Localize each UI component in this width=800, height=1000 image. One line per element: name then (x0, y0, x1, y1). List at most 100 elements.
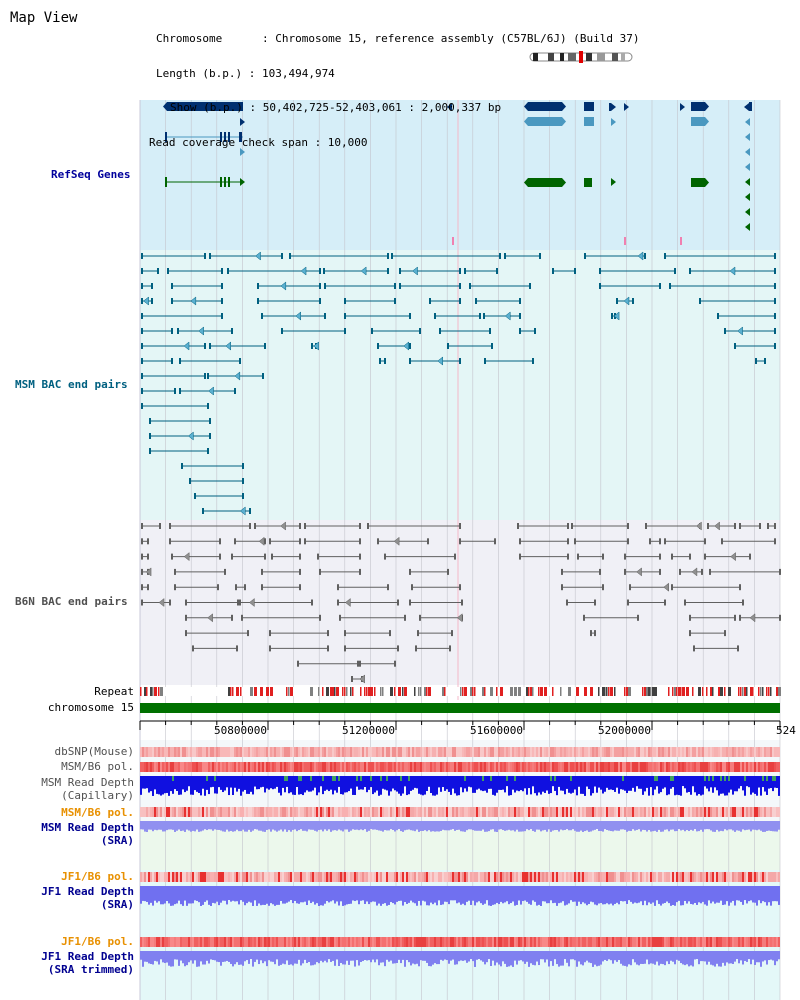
jf1-b6-pol-2-cell (326, 937, 328, 947)
bac-end (734, 614, 736, 621)
gene-row-6[interactable] (165, 177, 750, 187)
dbsnp-cell (714, 747, 716, 757)
msm-b6-pol-2-cell (456, 807, 458, 817)
msm-sra-depth-bar (370, 821, 372, 830)
jf1-trimmed-depth-bar (486, 951, 488, 963)
jf1-sra-depth-bar (378, 886, 380, 904)
jf1-sra-depth-bar (730, 886, 732, 903)
msm-b6-pol-2-cell (506, 807, 508, 817)
jf1-sra-depth-bar (198, 886, 200, 903)
jf1-sra-depth-bar (316, 886, 318, 904)
jf1-b6-pol-2-cell (458, 937, 460, 947)
dbsnp-cell (634, 747, 636, 757)
msm-capillary-depth-bar (146, 776, 148, 789)
msm-b6-pol-cell (222, 762, 224, 772)
jf1-sra-depth-bar (264, 886, 266, 905)
jf1-b6-pol-cell (636, 872, 638, 882)
jf1-trimmed-depth-bar (194, 951, 196, 961)
bac-end (141, 253, 143, 259)
msm-sra-depth-bar (484, 821, 486, 832)
jf1-sra-depth-bar (302, 886, 304, 903)
bac-end (689, 614, 691, 621)
dbsnp-cell (646, 747, 648, 757)
msm-sra-depth-bar (200, 821, 202, 832)
jf1-b6-pol-2-cell (472, 937, 474, 947)
jf1-sra-depth-bar (570, 886, 572, 901)
msm-sra-depth-bar (472, 821, 474, 831)
jf1-b6-pol-cell (614, 872, 616, 882)
msm-sra-depth-bar (428, 821, 430, 831)
gene-row-7[interactable] (745, 193, 750, 231)
bac-end (774, 253, 776, 259)
jf1-b6-pol-cell (370, 872, 372, 882)
msm-capillary-depth-bar (268, 776, 270, 790)
repeat-track[interactable] (140, 687, 781, 696)
msm-capillary-depth-bar (670, 776, 672, 789)
bac-end (427, 538, 429, 545)
jf1-b6-pol-2-cell (366, 937, 368, 947)
jf1-b6-pol-cell (266, 872, 268, 882)
bac-arrow (255, 251, 261, 261)
msm-b6-pol-cell (744, 762, 746, 772)
jf1-sra-depth-bar (266, 886, 268, 904)
jf1-trimmed-depth-bar (374, 951, 376, 963)
gene-row-3[interactable] (165, 132, 750, 142)
gene-row-2[interactable] (240, 117, 750, 126)
gene-row-4[interactable] (240, 148, 750, 156)
jf1-b6-pol-cell (768, 872, 770, 882)
msm-bac-label[interactable]: MSM BAC end pairs (15, 378, 128, 391)
gene-row-5[interactable] (745, 163, 750, 171)
jf1-sra-depth-bar (422, 886, 424, 901)
msm-capillary-depth-bar (696, 776, 698, 796)
msm-b6-pol-2-cell (660, 807, 662, 817)
map-view-title: Map View (10, 10, 78, 26)
variant-tracks[interactable] (140, 747, 780, 967)
msm-b6-pol-cell (612, 762, 614, 772)
msm-b6-pol-2-cell (718, 807, 720, 817)
gene-row-1[interactable] (163, 102, 752, 111)
jf1-sra-depth-bar (750, 886, 752, 901)
msm-sra-depth-bar (440, 821, 442, 831)
repeat-block (678, 687, 681, 696)
msm-sra-depth-bar (546, 821, 548, 832)
msm-capillary-depth-bar (432, 776, 434, 796)
refseq-genes[interactable] (163, 102, 752, 245)
jf1-sra-depth-bar (710, 886, 712, 904)
dbsnp-cell (498, 747, 500, 757)
jf1-b6-pol-2-cell (656, 937, 658, 947)
dbsnp-cell (390, 747, 392, 757)
msm-b6-pol-2-cell (632, 807, 634, 817)
b6n-bac-label[interactable]: B6N BAC end pairs (15, 595, 128, 608)
jf1-b6-pol-cell (248, 872, 250, 882)
jf1-b6-pol-cell (218, 872, 220, 882)
msm-b6-pol-2-cell (140, 807, 142, 817)
chromosome-bar[interactable] (140, 703, 780, 713)
bac-end (397, 599, 399, 606)
refseq-genes-label[interactable]: RefSeq Genes (51, 168, 131, 181)
msm-sra-depth-bar (288, 821, 290, 831)
b6n-bac-end-pairs[interactable] (141, 521, 781, 684)
msm-capillary-depth-bar (172, 776, 174, 794)
jf1-b6-pol-cell (212, 872, 214, 882)
msm-b6-pol-cell (206, 762, 208, 772)
dbsnp-cell (476, 747, 478, 757)
jf1-b6-pol-2-cell (394, 937, 396, 947)
msm-sra-depth-bar (264, 821, 266, 832)
msm-capillary-depth-bar (692, 776, 694, 787)
jf1-b6-pol-2-cell (238, 937, 240, 947)
jf1-b6-pol-2-cell (212, 937, 214, 947)
msm-b6-pol-2-cell (212, 807, 214, 817)
jf1-sra-depth-bar (174, 886, 176, 905)
msm-b6-pol-2-cell (580, 807, 582, 817)
jf1-sra-depth-bar (748, 886, 750, 902)
msm-bac-end-pairs[interactable] (141, 251, 776, 516)
msm-capillary-depth-bar (152, 776, 154, 796)
dbsnp-cell (418, 747, 420, 757)
msm-b6-pol-2-cell (158, 807, 160, 817)
jf1-b6-pol-cell (374, 872, 376, 882)
bac-end (567, 538, 569, 545)
chromosome-ideogram[interactable] (529, 51, 633, 63)
msm-capillary-depth-bar (736, 776, 738, 792)
msm-b6-pol-cell (620, 762, 622, 772)
